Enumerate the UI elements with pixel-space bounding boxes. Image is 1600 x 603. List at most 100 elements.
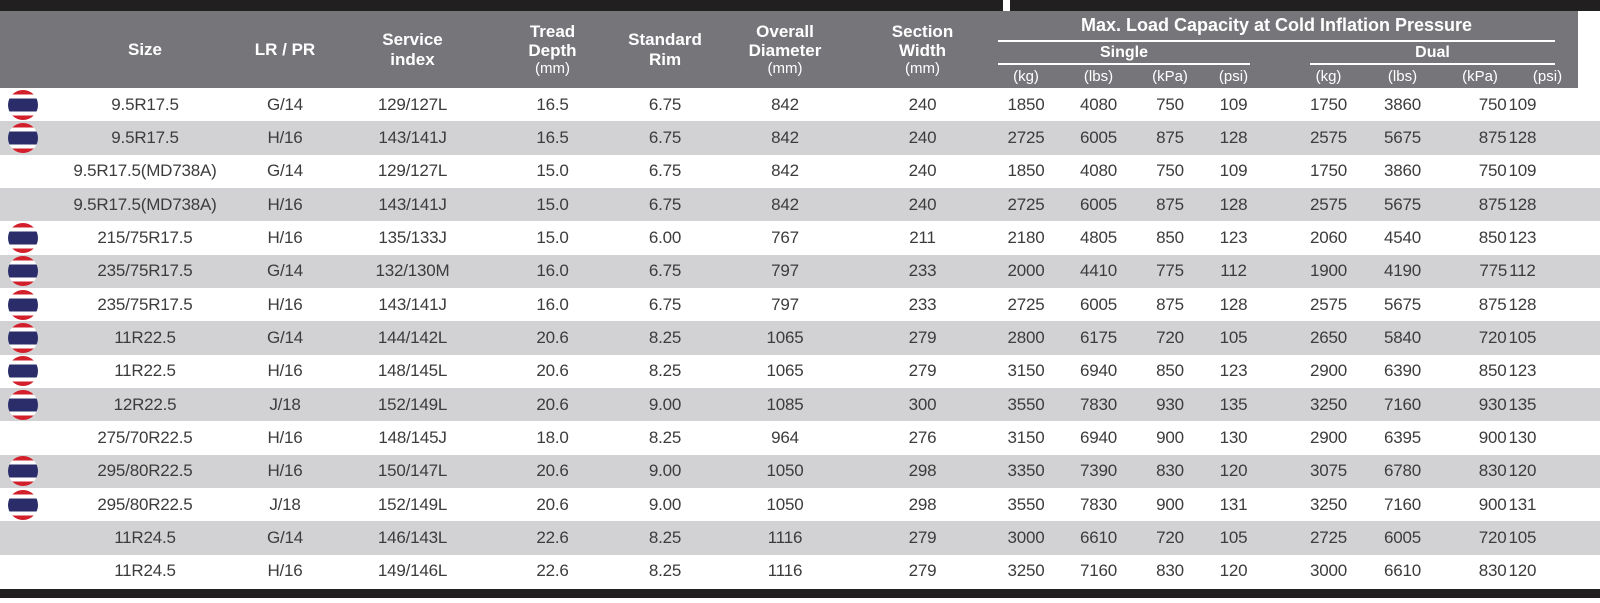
cell-dual-kpa-psi: 775 112 [1440, 255, 1575, 288]
cell-single-psi: 109 [1219, 161, 1248, 181]
cell-dual-kpa-psi: 900 130 [1440, 421, 1575, 454]
cell-dual-psi: 109 [1508, 161, 1537, 181]
cell-dual-kg: 3250 [1309, 394, 1348, 414]
cell-overall-diameter: 842 [771, 161, 799, 181]
cell-section-width: 300 [908, 394, 937, 414]
cell-dual-lbs: 5840 [1383, 327, 1422, 347]
cell-tread-depth: 20.6 [536, 361, 569, 381]
cell-tread-depth: 16.0 [536, 294, 569, 314]
cell-dual-kpa-psi: 875 128 [1440, 188, 1575, 221]
col-header-size: Size [127, 39, 163, 59]
cell-single-kg: 1850 [1007, 161, 1045, 181]
cell-overall-diameter: 1050 [766, 461, 804, 481]
cell-dual-psi: 105 [1508, 527, 1537, 547]
cell-dual-psi: 128 [1508, 127, 1537, 147]
cell-dual-lbs: 5675 [1383, 127, 1422, 147]
spacer-cell [1262, 421, 1292, 454]
cell-dual-psi: 135 [1508, 394, 1537, 414]
cell-single-kpa: 750 [1156, 94, 1184, 114]
cell-dual-psi: 128 [1508, 294, 1537, 314]
single-lbs-unit: (lbs) [1083, 68, 1114, 85]
cell-single-lbs: 6940 [1079, 361, 1118, 381]
flag-cell [0, 388, 55, 421]
flag-cell [0, 188, 55, 221]
cell-dual-kpa-psi: 875 128 [1440, 121, 1575, 154]
cell-service-index: 143/141J [378, 127, 447, 147]
bottom-border-bar [0, 589, 1600, 598]
cell-section-width: 240 [908, 161, 937, 181]
cell-standard-rim: 9.00 [648, 394, 682, 414]
spacer-cell [1262, 88, 1292, 121]
table-row: 235/75R17.5 G/14 132/130M 16.0 6.75 797 233 200… [0, 254, 1600, 288]
thailand-flag-icon [8, 456, 38, 487]
cell-size: 12R22.5 [113, 394, 177, 414]
table-row: 9.5R17.5 H/16 143/141J 16.5 6.75 842 240 2725 60… [0, 121, 1600, 155]
thailand-flag-icon [8, 489, 38, 520]
cell-overall-diameter: 797 [771, 261, 799, 281]
cell-lr-pr: G/14 [266, 94, 304, 114]
cell-single-kpa: 875 [1156, 294, 1184, 314]
cell-section-width: 233 [908, 261, 937, 281]
cell-overall-diameter: 767 [771, 227, 799, 247]
cell-dual-psi: 130 [1508, 427, 1537, 447]
flag-cell [0, 488, 55, 521]
cell-single-psi: 128 [1219, 194, 1248, 214]
spacer-cell [1262, 521, 1292, 554]
cell-size: 9.5R17.5 [111, 127, 179, 147]
thailand-flag-icon [8, 256, 38, 287]
cell-section-width: 240 [908, 194, 937, 214]
cell-tread-depth: 15.0 [536, 227, 569, 247]
cell-dual-kpa-psi: 750 109 [1440, 155, 1575, 188]
dual-label: Dual [1310, 42, 1555, 65]
cell-dual-psi: 120 [1508, 561, 1537, 581]
cell-single-kpa: 900 [1156, 494, 1184, 514]
cell-single-kpa: 850 [1156, 361, 1184, 381]
cell-dual-lbs: 3860 [1383, 94, 1422, 114]
cell-section-width: 211 [909, 227, 936, 247]
section-width-label: Section Width [891, 21, 954, 60]
single-kg-unit: (kg) [1013, 68, 1039, 85]
cell-dual-psi: 128 [1508, 194, 1537, 214]
cell-dual-kg: 2575 [1309, 127, 1348, 147]
cell-single-lbs: 6940 [1079, 427, 1118, 447]
cell-single-psi: 109 [1219, 94, 1248, 114]
col-header-standard-rim: Standard Rim [628, 30, 702, 69]
cell-dual-kpa: 775 [1479, 261, 1508, 281]
cell-dual-kg: 2575 [1309, 294, 1348, 314]
cell-dual-lbs: 3860 [1383, 161, 1422, 181]
cell-tread-depth: 15.0 [536, 194, 569, 214]
cell-service-index: 149/146L [377, 561, 448, 581]
cell-standard-rim: 6.75 [648, 161, 682, 181]
cell-single-kg: 3000 [1007, 527, 1045, 547]
cell-single-kg: 2725 [1007, 294, 1045, 314]
cell-single-psi: 105 [1219, 527, 1248, 547]
cell-lr-pr: H/16 [267, 461, 303, 481]
table-row: 295/80R22.5 J/18 152/149L 20.6 9.00 1050 298 35… [0, 487, 1600, 522]
cell-single-psi: 120 [1219, 461, 1248, 481]
cell-single-kg: 3350 [1007, 461, 1045, 481]
cell-size: 11R24.5 [114, 527, 176, 547]
cell-tread-depth: 20.6 [536, 461, 569, 481]
cell-dual-kpa-psi: 900 131 [1440, 488, 1575, 521]
cell-single-kg: 3150 [1007, 361, 1045, 381]
cell-service-index: 143/141J [378, 194, 447, 214]
table-header: Size LR / PR Service index Tread Depth (… [0, 11, 1578, 88]
cell-size: 9.5R17.5(MD738A) [73, 161, 217, 181]
cell-standard-rim: 9.00 [648, 461, 682, 481]
cell-dual-kpa-psi: 850 123 [1440, 355, 1575, 388]
dual-kg-unit: (kg) [1315, 68, 1342, 85]
cell-single-kpa: 850 [1156, 227, 1184, 247]
cell-overall-diameter: 1116 [767, 561, 803, 581]
dual-lbs-unit: (lbs) [1387, 68, 1418, 85]
table-row: 9.5R17.5 G/14 129/127L 16.5 6.75 842 240 1850 40… [0, 88, 1600, 122]
spacer-cell [1262, 555, 1292, 588]
cell-single-kpa: 830 [1156, 561, 1184, 581]
cell-tread-depth: 20.6 [536, 494, 569, 514]
spacer-cell [1262, 255, 1292, 288]
cell-single-lbs: 7830 [1079, 494, 1118, 514]
cell-lr-pr: H/16 [267, 427, 303, 447]
table-body: 9.5R17.5 G/14 129/127L 16.5 6.75 842 240 1850 40… [0, 88, 1600, 588]
cell-dual-psi: 123 [1508, 227, 1537, 247]
cell-single-kpa: 720 [1156, 527, 1184, 547]
cell-dual-lbs: 4190 [1383, 261, 1422, 281]
